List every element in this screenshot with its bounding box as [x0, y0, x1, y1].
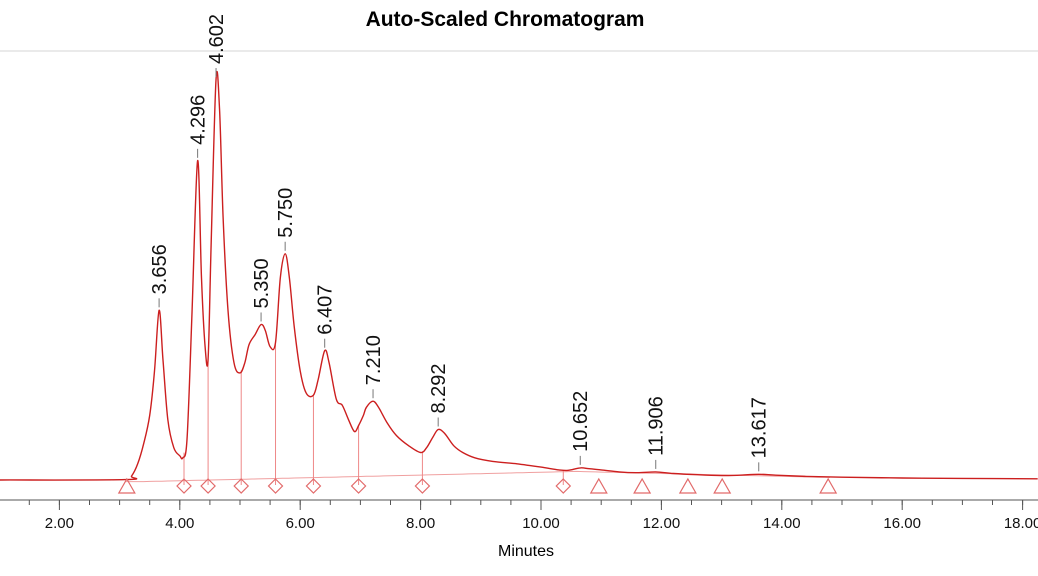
x-tick-label: 2.00 [45, 515, 74, 532]
diamond-marker [233, 478, 250, 494]
triangle-marker [713, 477, 732, 494]
peak-label: 4.296 [188, 95, 210, 145]
triangle-marker [117, 477, 136, 494]
triangle-marker [678, 477, 697, 494]
peak-label: 13.617 [749, 397, 771, 458]
diamond-marker [555, 478, 572, 494]
peak-label: 4.602 [206, 14, 228, 64]
diamond-marker [414, 478, 431, 494]
x-tick-label: 14.00 [763, 515, 801, 532]
triangle-marker [633, 477, 652, 494]
integration-baseline [125, 470, 831, 483]
peak-label: 8.292 [428, 363, 450, 413]
x-axis-label: Minutes [498, 543, 555, 560]
chart-title: Auto-Scaled Chromatogram [365, 8, 645, 31]
diamond-marker [267, 478, 284, 494]
diamond-marker [305, 478, 322, 494]
peak-label: 10.652 [570, 391, 592, 452]
peak-label: 11.906 [646, 396, 668, 456]
diamond-marker [176, 478, 192, 494]
x-tick-label: 16.00 [883, 515, 921, 532]
x-tick-label: 18.00 [1004, 515, 1038, 532]
peak-label: 5.350 [251, 258, 273, 308]
x-tick-label: 8.00 [406, 515, 435, 532]
peak-label: 6.407 [315, 285, 337, 335]
x-tick-label: 12.00 [643, 515, 681, 532]
triangle-marker [819, 477, 838, 494]
x-tick-label: 10.00 [522, 515, 560, 532]
x-tick-label: 4.00 [165, 515, 194, 532]
triangle-marker [589, 477, 608, 494]
diamond-marker [350, 478, 367, 494]
signal-trace [0, 70, 1038, 481]
x-tick-label: 6.00 [286, 515, 315, 532]
peak-label: 7.210 [363, 335, 385, 385]
peak-label: 3.656 [149, 244, 171, 294]
peak-label: 5.750 [275, 188, 297, 238]
diamond-marker [200, 478, 216, 494]
